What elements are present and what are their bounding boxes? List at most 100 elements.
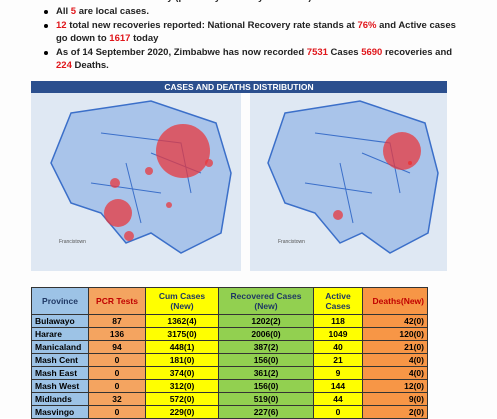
table-cell: 374(0) <box>145 366 219 380</box>
table-cell: 181(0) <box>145 353 219 367</box>
text: 349 PCR tests done today (positivity for… <box>56 0 312 3</box>
bullet: 12 total new recoveries reported: Nation… <box>44 19 464 45</box>
bullet: 349 PCR tests done today (positivity for… <box>44 0 464 4</box>
table-cell: 4(0) <box>362 353 428 367</box>
data-table: Province PCR Tests Cum Cases (New) Recovere… <box>31 287 428 419</box>
table-cell: 229(0) <box>145 405 219 419</box>
highlight-text: 5 <box>70 6 77 17</box>
table-cell: 44 <box>313 392 363 406</box>
table-cell: 21(0) <box>362 340 428 354</box>
table-cell: Mash East <box>31 366 89 380</box>
table-cell: 448(1) <box>145 340 219 354</box>
header-cell: PCR Tests <box>88 287 146 315</box>
bullet: As of 14 September 2020, Zimbabwe has no… <box>44 46 464 72</box>
bullet-list: 349 PCR tests done today (positivity for… <box>44 0 464 73</box>
table-cell: 2(0) <box>362 405 428 419</box>
table-cell: 519(0) <box>218 392 314 406</box>
banner: CASES AND DEATHS DISTRIBUTION <box>31 81 447 93</box>
circle <box>110 178 120 188</box>
text: total new recoveries reported: National … <box>66 20 358 31</box>
table-cell: 0 <box>88 353 146 367</box>
table-row: Mash Cent 0 181(0) 156(0) 21 4(0) <box>31 353 428 367</box>
table-row: Bulawayo 87 1362(4) 1202(2) 118 42(0) <box>31 314 428 328</box>
table-row: Masvingo 0 229(0) 227(6) 0 2(0) <box>31 405 428 419</box>
town-label: Francistown <box>59 239 86 245</box>
highlight-text: 7531 <box>306 47 328 58</box>
table-cell: Masvingo <box>31 405 89 419</box>
text: Deaths. <box>71 60 109 71</box>
table-cell: Mash Cent <box>31 353 89 367</box>
highlight-text: 224 <box>56 60 72 71</box>
table-cell: 120(0) <box>362 327 428 341</box>
table-cell: 136 <box>88 327 146 341</box>
circle <box>145 167 153 175</box>
map-left: Francistown <box>31 93 241 271</box>
table-cell: 4(0) <box>362 366 428 380</box>
table-cell: 87 <box>88 314 146 328</box>
table-cell: Bulawayo <box>31 314 89 328</box>
circle <box>124 231 134 241</box>
header-cell: Active Cases <box>313 287 363 315</box>
bulawayo-circle <box>333 210 343 220</box>
text: All <box>56 6 71 17</box>
table-cell: 12(0) <box>362 379 428 393</box>
header-cell: Recovered Cases (New) <box>218 287 314 315</box>
table-row: Midlands 32 572(0) 519(0) 44 9(0) <box>31 392 428 406</box>
table-row: Mash West 0 312(0) 156(0) 144 12(0) <box>31 379 428 393</box>
table-cell: 1049 <box>313 327 363 341</box>
text: today <box>130 33 159 44</box>
highlight-text: 5690 <box>361 47 383 58</box>
table-cell: 2006(0) <box>218 327 314 341</box>
text: As of 14 September 2020, Zimbabwe has no… <box>56 47 307 58</box>
table-cell: 118 <box>313 314 363 328</box>
table-cell: 572(0) <box>145 392 219 406</box>
table-cell: Mash West <box>31 379 89 393</box>
highlight-text: 1617 <box>109 33 131 44</box>
table-cell: 32 <box>88 392 146 406</box>
table-cell: 1362(4) <box>145 314 219 328</box>
table-cell: 42(0) <box>362 314 428 328</box>
table-cell: 9(0) <box>362 392 428 406</box>
table-cell: Manicaland <box>31 340 89 354</box>
highlight-text: 76% <box>357 20 377 31</box>
bullet: All 5 are local cases. <box>44 5 464 18</box>
table-cell: 361(2) <box>218 366 314 380</box>
table-cell: 21 <box>313 353 363 367</box>
header-cell: Cum Cases (New) <box>145 287 219 315</box>
table-cell: 387(2) <box>218 340 314 354</box>
table-cell: 156(0) <box>218 353 314 367</box>
circle <box>205 159 213 167</box>
highlight-text: 12 <box>56 20 67 31</box>
text: and Active cases go down to <box>56 20 456 44</box>
table-row: Mash East 0 374(0) 361(2) 9 4(0) <box>31 366 428 380</box>
table-cell: 40 <box>313 340 363 354</box>
table-cell: 0 <box>313 405 363 419</box>
table-cell: Harare <box>31 327 89 341</box>
text: Cases <box>327 47 362 58</box>
table-cell: 144 <box>313 379 363 393</box>
bulawayo-circle <box>104 199 132 227</box>
header-cell: Province <box>31 287 89 315</box>
table-cell: Midlands <box>31 392 89 406</box>
table-cell: 227(6) <box>218 405 314 419</box>
map-right: Francistown <box>250 93 447 271</box>
table-cell: 3175(0) <box>145 327 219 341</box>
town-label: Francistown <box>278 239 305 245</box>
text: are local cases. <box>76 6 149 17</box>
table-cell: 0 <box>88 379 146 393</box>
text: recoveries and <box>382 47 453 58</box>
header-row: Province PCR Tests Cum Cases (New) Recovere… <box>31 287 428 315</box>
harare-circle <box>383 132 421 170</box>
table-cell: 0 <box>88 366 146 380</box>
header-cell: Deaths(New) <box>362 287 428 315</box>
table-cell: 9 <box>313 366 363 380</box>
table-row: Harare 136 3175(0) 2006(0) 1049 120(0) <box>31 327 428 341</box>
table-cell: 312(0) <box>145 379 219 393</box>
table-row: Manicaland 94 448(1) 387(2) 40 21(0) <box>31 340 428 354</box>
table-cell: 156(0) <box>218 379 314 393</box>
table-cell: 1202(2) <box>218 314 314 328</box>
table-cell: 0 <box>88 405 146 419</box>
circle <box>166 202 172 208</box>
table-cell: 94 <box>88 340 146 354</box>
